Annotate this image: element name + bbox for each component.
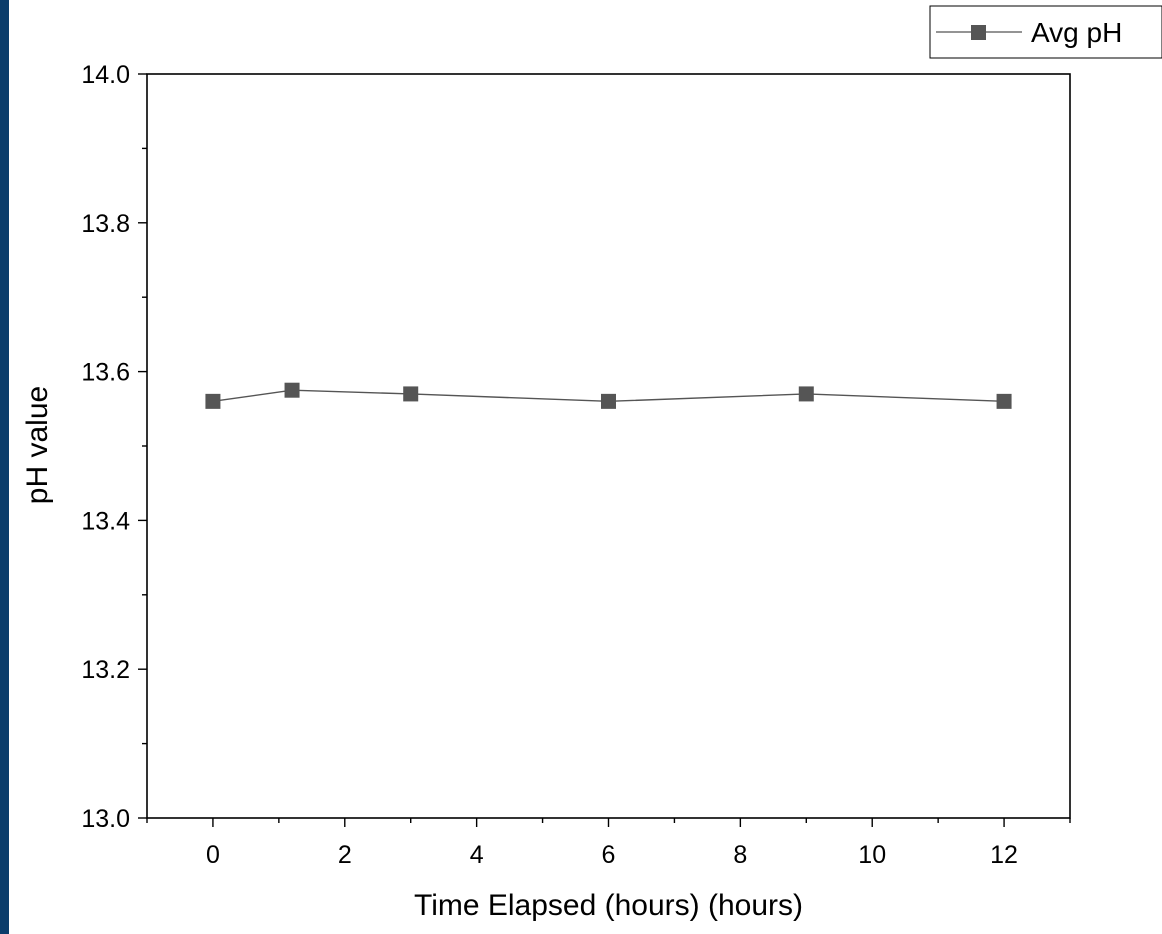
x-tick-label: 0 <box>206 841 220 869</box>
series-line <box>212 389 1005 403</box>
y-tick-label: 13.0 <box>81 805 130 833</box>
data-point-marker <box>205 393 221 409</box>
y-tick-label: 13.8 <box>81 210 130 238</box>
data-point-marker <box>403 386 419 402</box>
y-tick-label: 13.2 <box>81 656 130 684</box>
data-point-marker <box>601 393 616 409</box>
series-layer <box>205 382 1012 409</box>
legend: Avg pH <box>929 5 1162 59</box>
legend-marker-icon <box>971 25 986 40</box>
x-tick-label: 2 <box>338 841 352 869</box>
axes <box>146 73 1071 819</box>
x-axis-title: Time Elapsed (hours) (hours) <box>414 889 803 922</box>
x-tick-label: 6 <box>602 841 616 869</box>
figure-frame: 0 2 4 6 8 10 12 13.0 13.2 13.4 13.6 13.8 14.0 Time … <box>9 0 1162 934</box>
line-chart: 0 2 4 6 8 10 12 13.0 13.2 13.4 13.6 13.8 14.0 Time … <box>21 5 1162 922</box>
y-tick-label: 13.6 <box>81 359 130 387</box>
data-point-marker <box>284 382 300 398</box>
x-axis-ticks: 0 2 4 6 8 10 12 <box>146 818 1071 869</box>
y-tick-label: 13.4 <box>81 507 130 535</box>
plot-frame <box>146 73 1071 819</box>
x-tick-label: 12 <box>990 841 1018 869</box>
y-axis-ticks: 13.0 13.2 13.4 13.6 13.8 14.0 <box>81 61 147 833</box>
x-tick-label: 8 <box>733 841 747 869</box>
y-tick-label: 14.0 <box>81 61 130 89</box>
x-tick-label: 4 <box>470 841 484 869</box>
legend-label: Avg pH <box>1031 17 1122 48</box>
data-point-marker <box>798 386 814 402</box>
x-tick-label: 10 <box>858 841 886 869</box>
y-axis-title: pH value <box>21 386 54 504</box>
data-point-marker <box>996 393 1012 409</box>
